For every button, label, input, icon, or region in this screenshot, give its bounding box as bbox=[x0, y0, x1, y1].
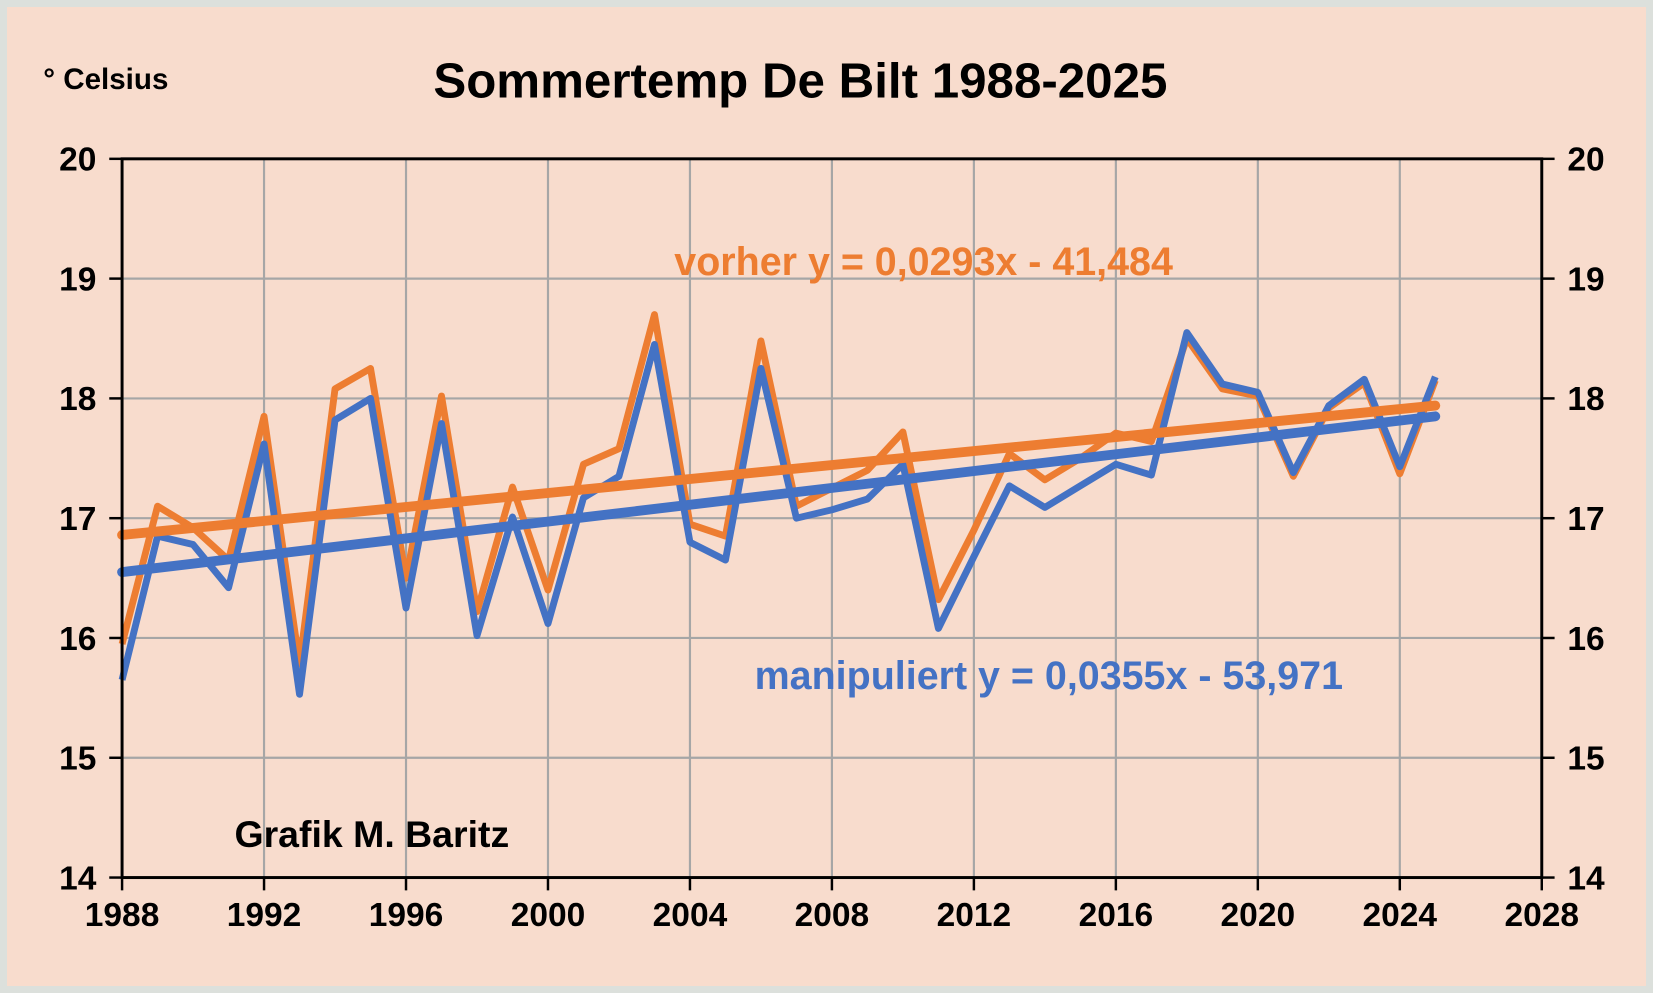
x-axis-label: 1988 bbox=[85, 897, 160, 934]
y-axis-label-left: 15 bbox=[59, 741, 96, 778]
y-axis-label-right: 14 bbox=[1567, 860, 1605, 897]
y-axis-label-right: 16 bbox=[1567, 621, 1604, 658]
y-axis-unit-label: ° Celsius bbox=[43, 63, 168, 96]
y-axis-label-left: 18 bbox=[59, 381, 96, 418]
y-axis-label-left: 19 bbox=[59, 261, 96, 298]
grid-layer bbox=[122, 158, 1542, 878]
manipuliert-equation-label: manipuliert y = 0,0355x - 53,971 bbox=[755, 654, 1343, 698]
y-axis-label-left: 14 bbox=[59, 860, 97, 897]
x-axis-label: 2008 bbox=[795, 897, 870, 934]
vorher-equation-label: vorher y = 0,0293x - 41,484 bbox=[674, 240, 1173, 284]
x-axis-label: 2028 bbox=[1504, 897, 1579, 934]
x-axis-label: 2012 bbox=[937, 897, 1012, 934]
series-layer bbox=[117, 311, 1441, 698]
vorher-trend-line bbox=[117, 400, 1441, 540]
x-axis-label: 2016 bbox=[1079, 897, 1154, 934]
y-axis-label-right: 19 bbox=[1567, 261, 1604, 298]
y-axis-label-left: 17 bbox=[59, 501, 96, 538]
y-axis-label-left: 20 bbox=[59, 142, 96, 179]
x-axis-label: 2000 bbox=[511, 897, 586, 934]
chart-title: Sommertemp De Bilt 1988-2025 bbox=[433, 54, 1167, 109]
y-axis-label-right: 17 bbox=[1567, 501, 1604, 538]
x-axis-label: 1996 bbox=[369, 897, 444, 934]
manipuliert-trend-line bbox=[117, 411, 1441, 578]
credit-label: Grafik M. Baritz bbox=[234, 813, 509, 855]
y-axis-label-right: 20 bbox=[1567, 142, 1604, 179]
x-axis-label: 2004 bbox=[653, 897, 728, 934]
y-axis-label-left: 16 bbox=[59, 621, 96, 658]
x-axis-label: 1992 bbox=[227, 897, 302, 934]
manipuliert-data-line bbox=[118, 329, 1439, 698]
x-axis-label: 2024 bbox=[1363, 897, 1438, 934]
y-axis-label-right: 15 bbox=[1567, 741, 1604, 778]
x-axis-label: 2020 bbox=[1221, 897, 1296, 934]
y-axis-label-right: 18 bbox=[1567, 381, 1604, 418]
